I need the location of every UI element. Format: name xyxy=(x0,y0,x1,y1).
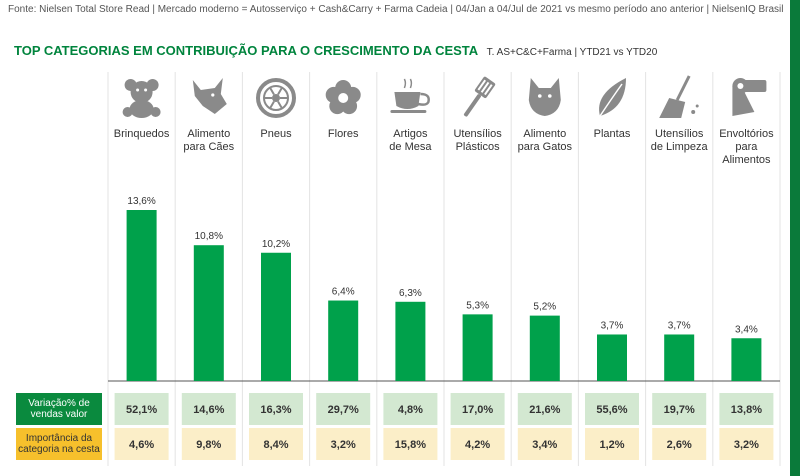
bar-value-label: 3,7% xyxy=(601,320,624,331)
table-cell xyxy=(114,393,169,425)
cat-icon xyxy=(528,78,561,116)
broom-icon xyxy=(659,75,699,118)
table-cell xyxy=(249,428,303,460)
table-cell-value: 4,8% xyxy=(398,404,423,416)
table-cell xyxy=(517,428,572,460)
category-label: Alimento para Gatos xyxy=(518,128,573,153)
row-header-label: Importância da categoria na cesta xyxy=(18,433,100,455)
row-header-category-importance xyxy=(16,428,102,460)
category-label: Artigos de Mesa xyxy=(389,128,432,153)
dog-icon xyxy=(192,78,227,114)
table-cell-value: 4,2% xyxy=(465,439,490,451)
table-cell-value: 3,2% xyxy=(734,439,759,451)
category-label: Pneus xyxy=(260,128,292,140)
table-cell-value: 3,4% xyxy=(532,439,557,451)
table-cell xyxy=(719,428,774,460)
category-label: Utensílios Plásticos xyxy=(453,128,502,153)
bar-value-label: 13,6% xyxy=(127,196,155,207)
paper-roll-icon xyxy=(732,78,767,116)
category-label: Envoltórios para Alimentos xyxy=(719,128,774,166)
teddy-bear-icon xyxy=(122,79,161,118)
table-cell-value: 16,3% xyxy=(260,404,291,416)
bar xyxy=(395,301,426,381)
table-cell xyxy=(652,393,707,425)
table-cell xyxy=(181,428,236,460)
tire-icon xyxy=(256,78,296,118)
title-row: TOP CATEGORIAS EM CONTRIBUIÇÃO PARA O CR… xyxy=(14,42,657,60)
chart-subtitle: T. AS+C&C+Farma | YTD21 vs YTD20 xyxy=(486,47,658,58)
bar xyxy=(126,210,157,381)
table-cell xyxy=(517,393,572,425)
bar-value-label: 3,4% xyxy=(735,324,758,335)
table-cell-value: 1,2% xyxy=(599,439,624,451)
bar xyxy=(529,315,560,381)
teacup-icon xyxy=(390,78,430,113)
table-cell-value: 14,6% xyxy=(193,404,224,416)
bar xyxy=(731,338,762,381)
table-cell xyxy=(450,393,505,425)
flower-icon xyxy=(325,80,361,115)
table-cell-value: 15,8% xyxy=(395,439,426,451)
category-label: Alimento para Cães xyxy=(183,128,234,153)
bar-value-label: 6,4% xyxy=(332,287,355,298)
bar-value-label: 10,2% xyxy=(262,239,290,250)
table-cell xyxy=(585,428,639,460)
table-cell xyxy=(383,428,438,460)
bar-value-label: 5,3% xyxy=(466,300,489,311)
bar-value-label: 5,2% xyxy=(533,302,556,313)
table-cell xyxy=(383,393,438,425)
table-cell xyxy=(719,393,774,425)
table-cell xyxy=(450,428,505,460)
table-cell-value: 52,1% xyxy=(126,404,157,416)
table-cell-value: 3,2% xyxy=(331,439,356,451)
table-cell xyxy=(316,428,371,460)
table-cell-value: 29,7% xyxy=(328,404,359,416)
row-header-sales-variation xyxy=(16,393,102,425)
chart-title: TOP CATEGORIAS EM CONTRIBUIÇÃO PARA O CR… xyxy=(14,43,479,58)
table-cell-value: 21,6% xyxy=(529,404,560,416)
table-cell-value: 17,0% xyxy=(462,404,493,416)
source-note: Fonte: Nielsen Total Store Read | Mercad… xyxy=(8,4,784,15)
spatula-icon xyxy=(463,76,496,117)
bar-value-label: 10,8% xyxy=(195,231,223,242)
bar xyxy=(462,314,493,381)
bar xyxy=(261,252,291,381)
table-cell-value: 4,6% xyxy=(129,439,154,451)
table-cell xyxy=(249,393,303,425)
bar xyxy=(664,334,695,381)
leaf-icon xyxy=(599,78,626,117)
table-cell-value: 8,4% xyxy=(263,439,288,451)
bar-value-label: 6,3% xyxy=(399,288,422,299)
table-cell xyxy=(652,428,707,460)
category-label: Plantas xyxy=(594,128,631,140)
bar-value-label: 3,7% xyxy=(668,320,691,331)
table-cell xyxy=(114,428,169,460)
side-accent-bar xyxy=(790,0,800,476)
table-cell-value: 2,6% xyxy=(667,439,692,451)
table-cell-value: 19,7% xyxy=(664,404,695,416)
bar xyxy=(328,300,359,381)
row-header-label: Variação% de vendas valor xyxy=(28,398,90,420)
table-cell-value: 9,8% xyxy=(196,439,221,451)
bar xyxy=(597,334,627,381)
table-cell xyxy=(181,393,236,425)
category-label: Utensílios de Limpeza xyxy=(651,128,709,153)
table-cell xyxy=(316,393,371,425)
table-cell-value: 13,8% xyxy=(731,404,762,416)
table-cell xyxy=(585,393,639,425)
bar xyxy=(193,245,224,381)
table-cell-value: 55,6% xyxy=(596,404,627,416)
category-label: Flores xyxy=(328,128,359,140)
category-label: Brinquedos xyxy=(114,128,170,140)
